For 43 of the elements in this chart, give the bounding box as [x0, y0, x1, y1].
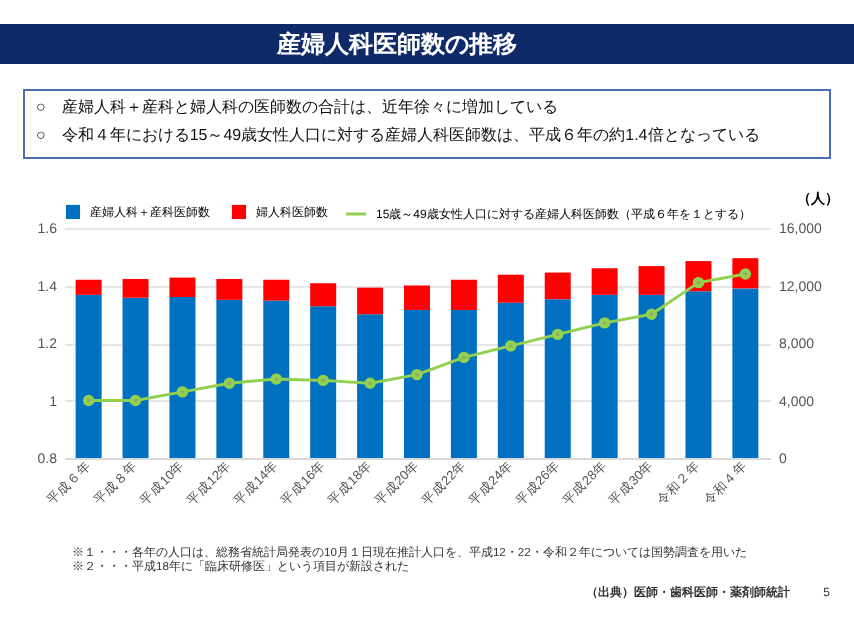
bar	[497, 274, 524, 303]
bar	[450, 279, 477, 310]
chart-title: 産婦人科医師数の推移	[275, 30, 517, 58]
bar	[357, 287, 384, 315]
point	[458, 351, 470, 364]
bar	[169, 297, 196, 458]
bar	[404, 309, 430, 458]
bar	[497, 302, 524, 458]
point	[551, 328, 564, 341]
bar	[75, 279, 102, 295]
bar	[450, 309, 477, 458]
bar	[310, 283, 337, 307]
point	[176, 386, 189, 398]
bar	[591, 268, 618, 295]
bar	[216, 299, 243, 458]
bar	[169, 277, 196, 297]
point	[270, 373, 283, 385]
point	[364, 377, 376, 389]
bar	[122, 297, 149, 458]
point	[645, 308, 658, 320]
point	[223, 377, 236, 389]
bar	[404, 285, 430, 310]
point	[317, 374, 329, 387]
point	[598, 317, 611, 329]
bar	[216, 279, 243, 300]
bar	[263, 279, 290, 301]
bar	[591, 294, 618, 458]
bar	[638, 294, 665, 458]
chart-subtitle: ○ 産婦人科＋産科と婦人科の医師数の合計は、近年徐々に増加している ○ 令和４年における15～49歳女性人口に対する産婦人科医師数は、平成６年の約1.4倍となっている	[36, 98, 760, 144]
bar	[685, 291, 712, 458]
point	[411, 368, 423, 381]
bar	[732, 288, 759, 458]
bar	[638, 266, 665, 295]
bar	[357, 314, 384, 458]
bar	[75, 294, 102, 458]
bar	[544, 272, 571, 300]
point	[82, 394, 95, 407]
point	[129, 394, 142, 407]
bar	[544, 299, 571, 458]
bar	[122, 279, 149, 298]
bar	[310, 306, 337, 458]
bar	[263, 300, 290, 458]
point	[505, 340, 517, 352]
